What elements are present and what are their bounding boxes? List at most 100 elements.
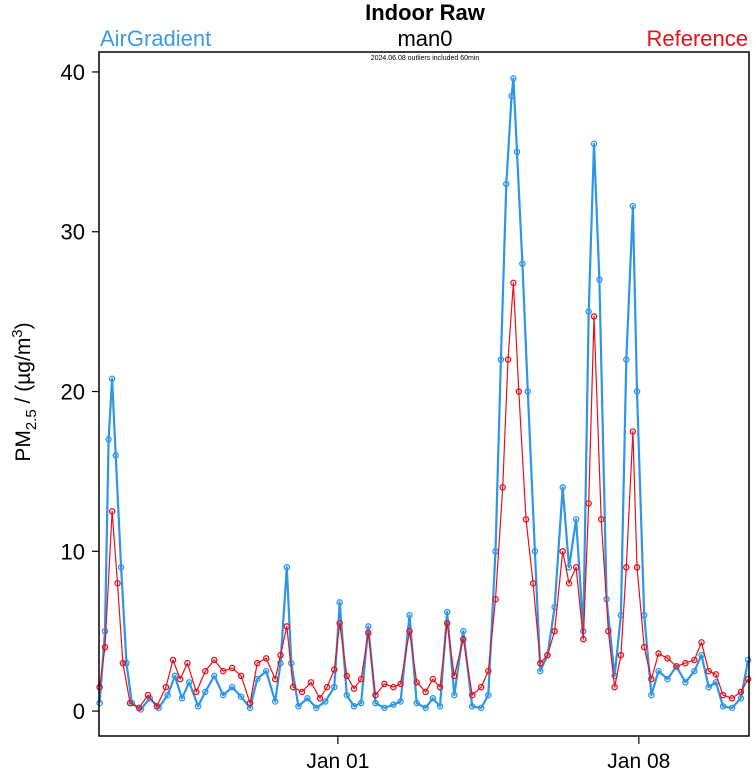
data-point-reference bbox=[485, 667, 492, 675]
data-point-reference bbox=[648, 675, 655, 683]
data-point-airgradient bbox=[295, 703, 302, 710]
data-point-airgradient bbox=[171, 672, 179, 680]
data-point-reference bbox=[698, 639, 705, 646]
data-point-reference bbox=[712, 671, 720, 678]
data-point-reference bbox=[262, 655, 270, 662]
data-point-reference bbox=[193, 688, 200, 696]
data-point-reference bbox=[323, 683, 331, 691]
data-point-airgradient bbox=[537, 667, 544, 675]
data-point-reference bbox=[499, 484, 506, 491]
plot-frame bbox=[98, 51, 750, 737]
data-point-airgradient bbox=[451, 691, 458, 699]
data-point-reference bbox=[705, 667, 712, 675]
data-point-airgradient bbox=[146, 695, 154, 702]
data-point-airgradient bbox=[737, 695, 745, 702]
data-point-reference bbox=[744, 675, 752, 683]
legend-airgradient: AirGradient bbox=[100, 26, 211, 51]
data-point-reference bbox=[397, 680, 404, 688]
data-point-reference bbox=[682, 659, 689, 667]
data-point-reference bbox=[126, 699, 134, 707]
data-point-reference bbox=[515, 388, 523, 395]
data-point-airgradient bbox=[322, 698, 329, 705]
data-point-reference bbox=[365, 629, 372, 637]
data-point-airgradient bbox=[513, 148, 521, 156]
data-point-reference bbox=[529, 580, 537, 587]
data-point-reference bbox=[219, 667, 227, 675]
data-point-airgradient bbox=[101, 627, 109, 635]
data-point-airgradient bbox=[202, 688, 209, 696]
data-point-reference bbox=[101, 643, 109, 651]
data-point-airgradient bbox=[185, 679, 193, 686]
data-point-reference bbox=[460, 635, 467, 643]
series-line-reference bbox=[99, 282, 749, 709]
data-point-reference bbox=[617, 651, 625, 659]
y-label-end: ) bbox=[12, 322, 35, 329]
data-point-airgradient bbox=[460, 627, 467, 635]
data-point-reference bbox=[176, 675, 184, 683]
data-point-reference bbox=[277, 651, 284, 659]
data-point-reference bbox=[237, 672, 245, 680]
data-point-airgradient bbox=[648, 691, 655, 699]
data-point-airgradient bbox=[343, 691, 351, 699]
data-point-airgradient bbox=[357, 699, 365, 707]
data-point-airgradient bbox=[219, 691, 227, 699]
data-point-reference bbox=[429, 675, 437, 683]
data-point-reference bbox=[590, 313, 598, 320]
y-label-sub: 2.5 bbox=[23, 409, 40, 430]
data-point-reference bbox=[559, 548, 566, 555]
data-point-airgradient bbox=[429, 695, 437, 702]
data-point-airgradient bbox=[524, 388, 532, 395]
data-point-reference bbox=[331, 666, 338, 673]
axes: 0 10 20 30 40 Jan 01 Jan 08 bbox=[61, 60, 671, 772]
data-point-airgradient bbox=[719, 703, 727, 710]
data-point-reference bbox=[357, 675, 365, 683]
data-point-airgradient bbox=[262, 667, 270, 675]
data-point-reference bbox=[283, 623, 291, 630]
data-point-airgradient bbox=[123, 659, 130, 667]
y-tick-label: 20 bbox=[61, 380, 85, 405]
data-point-airgradient bbox=[596, 276, 603, 283]
series-airgradient bbox=[96, 75, 752, 713]
data-point-airgradient bbox=[744, 656, 752, 664]
data-point-reference bbox=[728, 695, 736, 702]
data-point-reference bbox=[307, 679, 315, 686]
data-point-airgradient bbox=[117, 564, 125, 571]
data-point-reference bbox=[114, 580, 121, 587]
data-point-airgradient bbox=[559, 484, 566, 491]
data-point-reference bbox=[422, 688, 429, 696]
data-point-reference bbox=[597, 516, 605, 523]
data-point-reference bbox=[289, 683, 297, 691]
data-point-reference bbox=[202, 667, 209, 675]
data-point-reference bbox=[611, 683, 618, 691]
data-point-reference bbox=[253, 659, 261, 667]
data-point-airgradient bbox=[728, 704, 736, 712]
y-tick-label: 30 bbox=[61, 220, 85, 245]
data-point-reference bbox=[737, 688, 745, 696]
data-point-reference bbox=[580, 635, 587, 643]
data-point-reference bbox=[108, 508, 116, 515]
data-point-reference bbox=[640, 643, 648, 651]
data-point-airgradient bbox=[510, 75, 517, 82]
data-point-airgradient bbox=[108, 375, 116, 382]
data-point-reference bbox=[510, 279, 517, 287]
data-point-reference bbox=[565, 580, 573, 587]
data-point-airgradient bbox=[497, 356, 505, 363]
data-point-airgradient bbox=[519, 260, 526, 267]
y-axis-label: PM2.5 / (µg/m3) bbox=[9, 322, 40, 461]
plot-area bbox=[96, 75, 752, 713]
data-point-reference bbox=[664, 655, 671, 662]
data-point-airgradient bbox=[178, 695, 186, 702]
data-point-airgradient bbox=[397, 698, 404, 705]
data-point-reference bbox=[492, 595, 499, 603]
data-point-reference bbox=[144, 691, 152, 699]
data-point-reference bbox=[184, 659, 191, 667]
data-point-airgradient bbox=[331, 683, 338, 691]
data-point-airgradient bbox=[655, 667, 662, 675]
data-point-airgradient bbox=[585, 308, 592, 315]
data-point-airgradient bbox=[413, 699, 420, 707]
data-point-reference bbox=[605, 627, 612, 635]
data-point-reference bbox=[381, 680, 388, 688]
data-point-airgradient bbox=[277, 659, 284, 667]
data-point-airgradient bbox=[485, 691, 492, 699]
data-point-airgradient bbox=[531, 548, 539, 555]
